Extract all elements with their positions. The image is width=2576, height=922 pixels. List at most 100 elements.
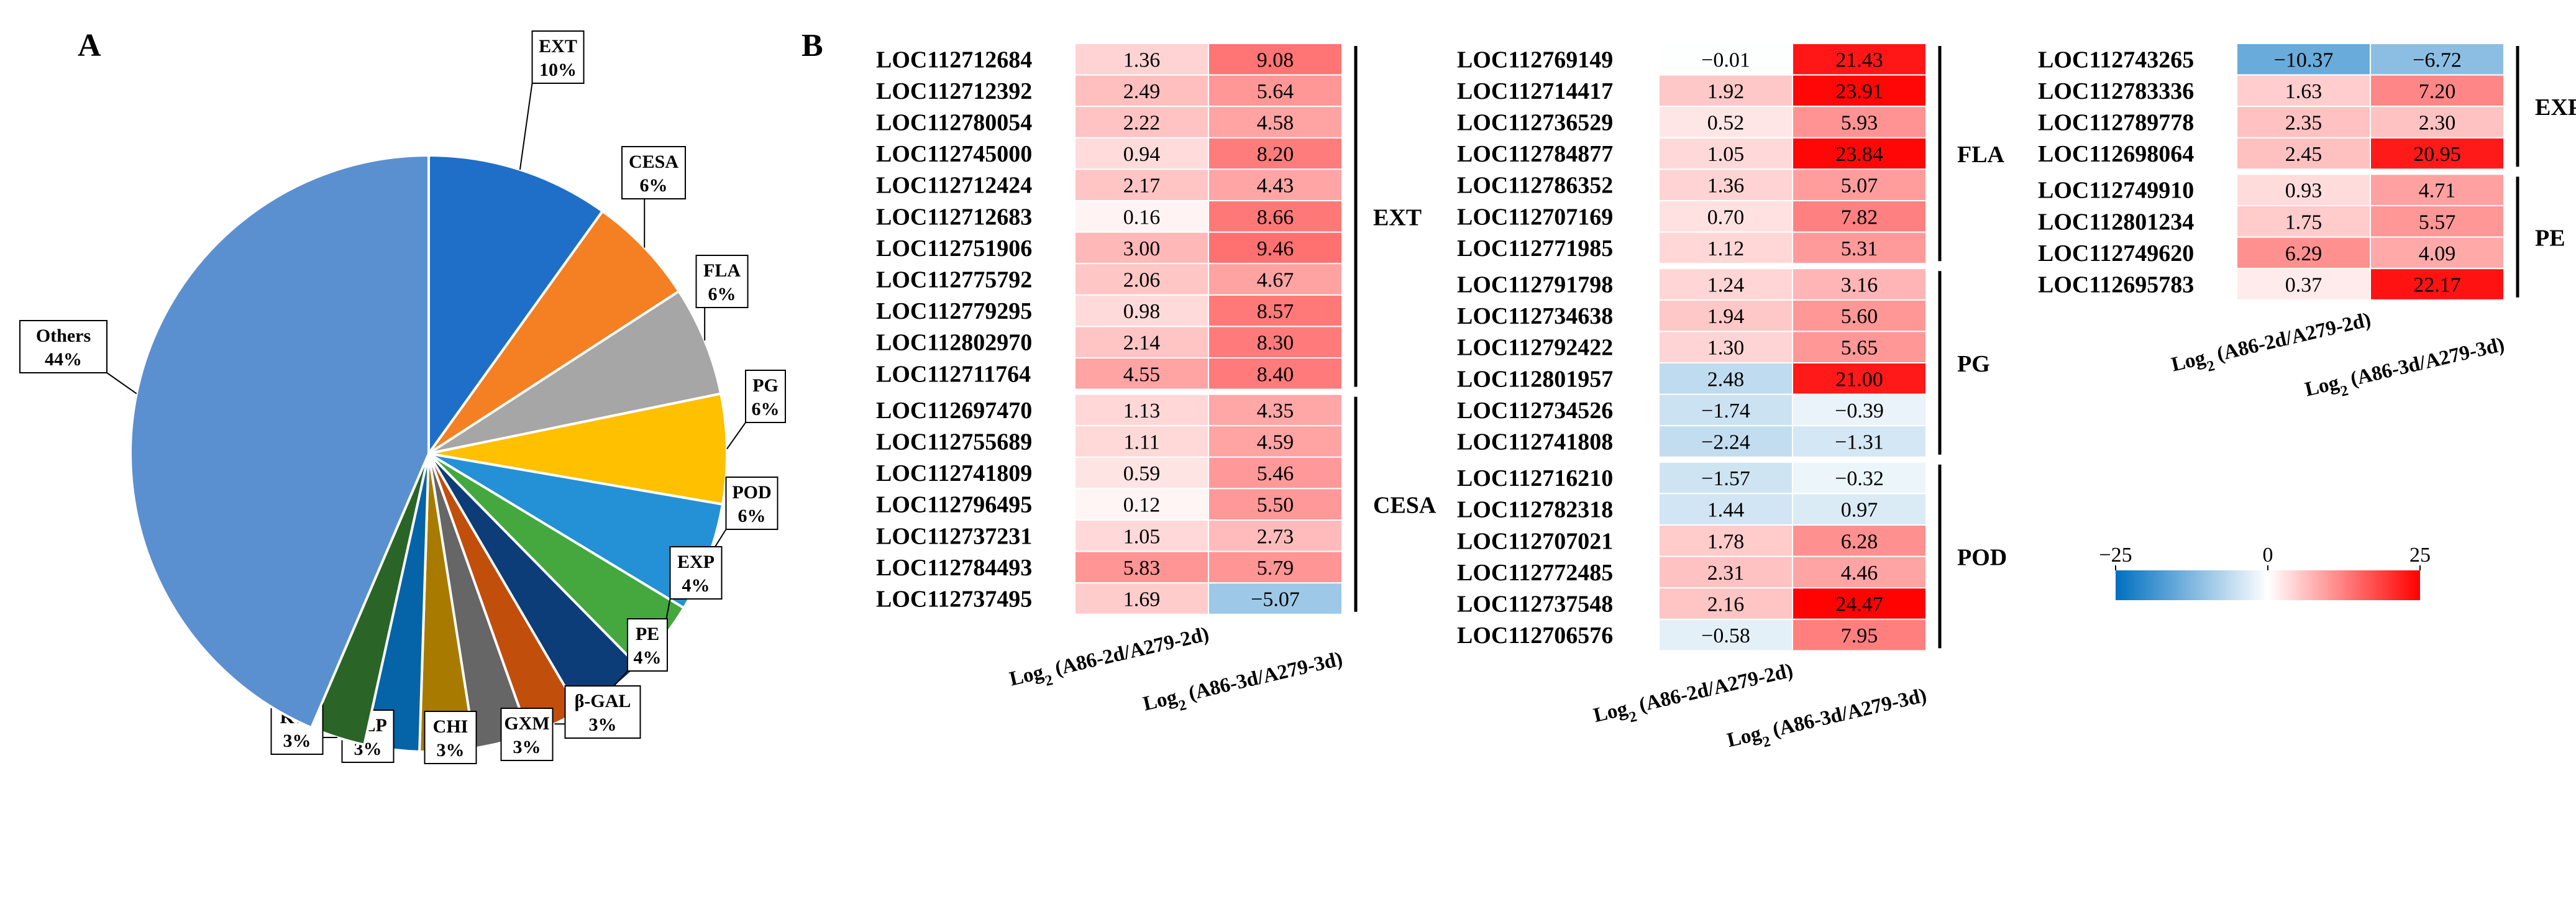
heatmap: LOC112712684 1.36 9.08 LOC112712392 2.49 5.64… (876, 43, 2576, 752)
color-scale-bar: −25 0 25 (2099, 544, 2431, 600)
heat-value-loc112712684-0: 1.36 (1123, 48, 1161, 71)
heat-value-loc112737231-0: 1.05 (1123, 525, 1161, 548)
heat-value-loc112802970-1: 8.30 (1257, 332, 1294, 355)
heat-cell-loc112706576-0 (1658, 618, 1793, 652)
heat-cell-loc112737548-1 (1792, 587, 1927, 620)
gene-label-loc112745000: LOC112745000 (876, 141, 1032, 167)
heat-cell-loc112751906-0 (1074, 231, 1209, 265)
heat-cell-loc112698064-1 (2370, 137, 2505, 170)
heat-value-loc112749910-0: 0.93 (2285, 180, 2323, 203)
heat-value-loc112712683-0: 0.16 (1123, 206, 1161, 229)
pie-leader-pg (726, 422, 746, 450)
pie-label-cesa: CESA (629, 152, 678, 172)
heat-value-loc112784493-1: 5.79 (1257, 557, 1294, 580)
heat-cell-loc112745000-0 (1074, 137, 1209, 170)
heat-value-loc112734638-0: 1.94 (1707, 305, 1745, 328)
panel-letter-a: A (78, 28, 101, 63)
heat-value-loc112737231-1: 2.73 (1257, 525, 1294, 548)
gene-label-loc112707169: LOC112707169 (1457, 204, 1613, 230)
heat-value-loc112736529-1: 5.93 (1841, 112, 1878, 135)
heat-value-loc112772485-1: 4.46 (1841, 562, 1878, 585)
gene-label-loc112783336: LOC112783336 (2038, 78, 2194, 104)
heat-value-loc112736529-0: 0.52 (1707, 112, 1745, 135)
pie-label-box-pod (725, 477, 779, 530)
pie-label-exp: EXP (677, 552, 715, 572)
heat-value-loc112769149-0: −0.01 (1701, 48, 1750, 71)
pie-percent-exp: 4% (682, 575, 710, 596)
pie-percent-pe: 4% (634, 647, 662, 668)
pie-label-box-pe (627, 618, 668, 672)
heat-cell-loc112712683-1 (1208, 200, 1343, 233)
pie-label-box-gxm (500, 708, 554, 761)
heat-value-loc112784877-0: 1.05 (1707, 143, 1745, 166)
heat-cell-loc112786352-1 (1792, 168, 1927, 201)
gene-label-loc112792422: LOC112792422 (1457, 335, 1613, 361)
heat-cell-loc112749910-0 (2236, 173, 2371, 206)
group-label-fla: FLA (1957, 142, 2005, 168)
gene-label-loc112741809: LOC112741809 (876, 460, 1032, 486)
gene-label-loc112697470: LOC112697470 (876, 398, 1032, 424)
heat-cell-loc112769149-1 (1792, 43, 1927, 76)
gene-label-loc112695783: LOC112695783 (2038, 272, 2194, 298)
heat-value-loc112712683-1: 8.66 (1257, 206, 1294, 229)
color-scale-tick-2: 25 (2409, 544, 2431, 567)
heat-cell-loc112783336-1 (2370, 74, 2505, 107)
heat-cell-loc112707169-0 (1658, 200, 1793, 233)
heat-cell-loc112772485-0 (1658, 555, 1793, 589)
pie-percent-pod: 6% (738, 506, 766, 526)
heat-cell-loc112801957-0 (1658, 362, 1793, 395)
pie-leader-ext (519, 83, 533, 170)
heat-cell-loc112779295-1 (1208, 294, 1343, 327)
heat-cell-loc112801957-1 (1792, 362, 1927, 395)
gene-label-loc112734526: LOC112734526 (1457, 398, 1613, 424)
heat-cell-loc112711764-1 (1208, 357, 1343, 390)
heat-value-loc112707169-0: 0.70 (1707, 206, 1745, 229)
heat-value-loc112707021-1: 6.28 (1841, 530, 1878, 553)
heat-cell-loc112714417-1 (1792, 74, 1927, 107)
gene-label-loc112712684: LOC112712684 (876, 47, 1032, 73)
heat-cell-loc112749910-1 (2370, 173, 2505, 206)
gene-label-loc112712424: LOC112712424 (876, 173, 1032, 199)
heat-cell-loc112697470-0 (1074, 393, 1209, 427)
pie-percent-gxm: 3% (513, 737, 541, 757)
heat-value-loc112784877-1: 23.84 (1835, 143, 1883, 166)
heat-cell-loc112775792-1 (1208, 263, 1343, 296)
heat-cell-loc112791798-1 (1792, 268, 1927, 301)
heat-cell-loc112711764-0 (1074, 357, 1209, 390)
heat-cell-loc112737495-0 (1074, 582, 1209, 615)
heat-value-loc112801957-1: 21.00 (1835, 368, 1883, 391)
heat-cell-loc112796495-1 (1208, 488, 1343, 521)
gene-label-loc112786352: LOC112786352 (1457, 173, 1613, 199)
heat-value-loc112695783-1: 22.17 (2413, 274, 2461, 297)
gene-label-loc112734638: LOC112734638 (1457, 303, 1613, 329)
heat-value-loc112741808-1: −1.31 (1835, 431, 1884, 454)
heat-value-loc112789778-1: 2.30 (2419, 112, 2456, 135)
heat-value-loc112801234-1: 5.57 (2419, 211, 2456, 234)
heat-value-loc112695783-0: 0.37 (2285, 274, 2323, 297)
pie-label-box-beta-gal (564, 685, 641, 739)
heat-value-loc112751906-1: 9.46 (1257, 237, 1294, 260)
heat-value-loc112769149-1: 21.43 (1835, 48, 1883, 71)
color-scale-tick-1: 0 (2263, 544, 2273, 567)
heat-cell-loc112741808-1 (1792, 425, 1927, 458)
heat-cell-loc112734638-0 (1658, 299, 1793, 332)
pie-label-others: Others (36, 326, 91, 346)
gene-label-loc112743265: LOC112743265 (2038, 47, 2194, 73)
heat-value-loc112791798-1: 3.16 (1841, 274, 1878, 297)
pie-label-pod: POD (732, 482, 771, 503)
heat-cell-loc112780054-1 (1208, 106, 1343, 139)
gene-label-loc112737495: LOC112737495 (876, 587, 1032, 613)
heat-value-loc112716210-1: −0.32 (1835, 467, 1884, 490)
gene-label-loc112796495: LOC112796495 (876, 492, 1032, 518)
pie-percent-pg: 6% (752, 399, 780, 419)
gene-label-loc112712683: LOC112712683 (876, 204, 1032, 230)
heat-value-loc112789778-0: 2.35 (2285, 112, 2323, 135)
heat-value-loc112737495-0: 1.69 (1123, 588, 1161, 611)
gene-label-loc112751906: LOC112751906 (876, 235, 1032, 262)
heat-value-loc112749620-0: 6.29 (2285, 242, 2323, 265)
pie-label-box-others (19, 320, 107, 373)
heat-value-loc112792422-0: 1.30 (1707, 337, 1745, 360)
heat-value-loc112782318-0: 1.44 (1707, 499, 1745, 522)
heat-cell-loc112734638-1 (1792, 299, 1927, 332)
